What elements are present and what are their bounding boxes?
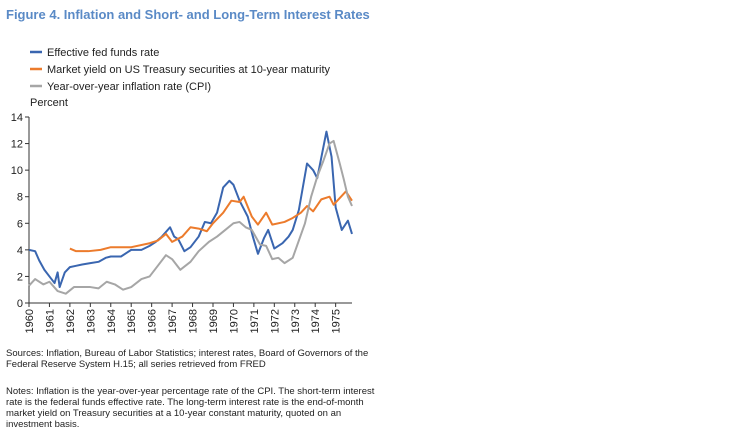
sources: Sources: Inflation, Bureau of Labor Stat… bbox=[6, 348, 369, 370]
x-tick-label: 1963 bbox=[85, 309, 97, 333]
notes: Notes: Inflation is the year-over-year p… bbox=[6, 386, 375, 430]
y-tick-label: 8 bbox=[17, 192, 23, 204]
y-tick-label: 6 bbox=[17, 218, 23, 230]
y-tick-label: 10 bbox=[11, 165, 23, 177]
series-line bbox=[69, 190, 353, 253]
x-tick-label: 1964 bbox=[106, 309, 118, 333]
x-tick-label: 1970 bbox=[228, 309, 240, 333]
x-tick-label: 1967 bbox=[167, 309, 179, 333]
x-tick-label: 1968 bbox=[188, 309, 200, 333]
series-line bbox=[28, 139, 353, 295]
y-tick-label: 12 bbox=[11, 139, 23, 151]
x-tick-label: 1966 bbox=[147, 309, 159, 333]
x-tick-label: 1965 bbox=[126, 309, 138, 333]
y-tick-label: 2 bbox=[17, 271, 23, 283]
x-tick-label: 1971 bbox=[249, 309, 261, 333]
x-tick-label: 1961 bbox=[44, 309, 56, 333]
x-tick-label: 1962 bbox=[65, 309, 77, 333]
x-tick-label: 1969 bbox=[208, 309, 220, 333]
y-tick-label: 0 bbox=[17, 298, 23, 310]
y-axis-label: Percent bbox=[30, 97, 68, 109]
series-line bbox=[28, 130, 353, 289]
x-tick-label: 1972 bbox=[269, 309, 281, 333]
x-tick-label: 1973 bbox=[290, 309, 302, 333]
chart-title: Figure 4. Inflation and Short- and Long-… bbox=[6, 7, 370, 22]
legend-label: Effective fed funds rate bbox=[47, 47, 159, 59]
y-tick-label: 14 bbox=[11, 112, 23, 124]
legend-label: Year-over-year inflation rate (CPI) bbox=[47, 81, 211, 93]
legend-label: Market yield on US Treasury securities a… bbox=[47, 64, 331, 76]
x-tick-label: 1960 bbox=[24, 309, 36, 333]
x-tick-label: 1974 bbox=[310, 309, 322, 333]
y-tick-label: 4 bbox=[17, 245, 23, 257]
x-tick-label: 1975 bbox=[331, 309, 343, 333]
